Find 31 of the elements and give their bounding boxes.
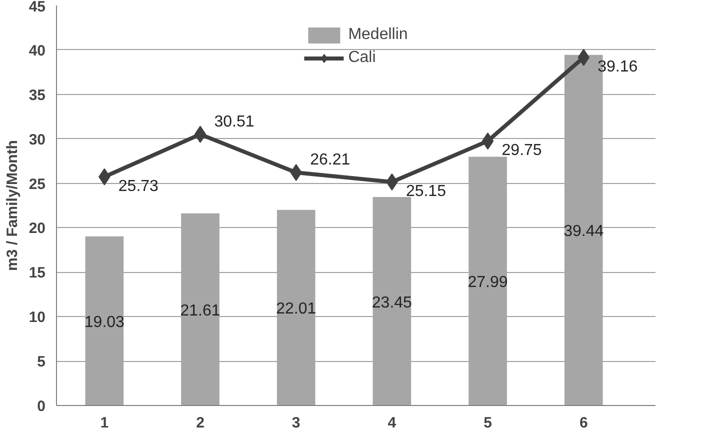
y-axis-title: m3 / Family/Month (4, 140, 21, 271)
x-tick-label: 6 (579, 414, 588, 432)
y-tick-label: 20 (28, 220, 46, 238)
data-label: 21.61 (180, 302, 220, 320)
x-tick-label: 1 (100, 414, 109, 432)
x-tick-label: 4 (388, 414, 397, 432)
y-tick-label: 40 (28, 42, 46, 60)
data-label: 29.75 (502, 142, 542, 160)
data-label: 25.15 (406, 182, 446, 200)
y-tick-label: 0 (37, 398, 46, 415)
x-tick-label: 5 (484, 414, 492, 432)
data-label: 22.01 (276, 300, 316, 318)
legend-label: Medellin (348, 26, 408, 44)
y-tick-label: 15 (28, 264, 46, 282)
data-label: 25.73 (118, 178, 159, 195)
x-tick-label: 3 (292, 414, 300, 432)
data-label: 30.51 (214, 113, 254, 130)
legend-label: Cali (348, 49, 376, 67)
y-tick-label: 10 (28, 309, 46, 326)
data-label: 39.16 (598, 58, 638, 76)
x-tick-label: 2 (196, 414, 204, 432)
y-tick-label: 30 (28, 131, 46, 148)
y-tick-label: 25 (28, 176, 46, 193)
y-tick-label: 45 (28, 0, 46, 16)
data-label: 26.21 (310, 152, 350, 169)
data-label: 23.45 (372, 294, 412, 312)
point (194, 126, 206, 143)
y-tick-label: 5 (37, 354, 46, 371)
y-tick-label: 35 (28, 86, 46, 104)
point (482, 132, 494, 150)
data-label: 27.99 (468, 274, 508, 292)
